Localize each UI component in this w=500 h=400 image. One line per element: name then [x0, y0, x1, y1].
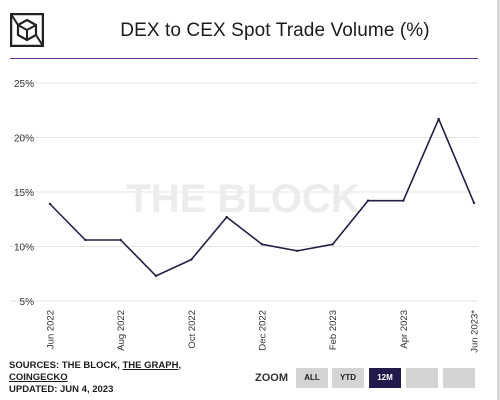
- data-point[interactable]: [437, 117, 440, 121]
- y-tick-label: 20%: [14, 134, 34, 145]
- series-layer: [48, 117, 476, 278]
- zoom-all-button[interactable]: ALL: [296, 368, 328, 388]
- data-point[interactable]: [402, 199, 405, 202]
- the-graph-link[interactable]: THE GRAPH: [122, 360, 179, 371]
- chart-header: DEX to CEX Spot Trade Volume (%): [0, 0, 500, 60]
- vertical-scrollbar[interactable]: [497, 0, 500, 400]
- x-tick-label: Aug 2022: [116, 310, 127, 351]
- zoom-extra-button-1[interactable]: [406, 368, 438, 388]
- sources-separator: ,: [178, 360, 182, 371]
- data-point[interactable]: [225, 215, 228, 219]
- data-point[interactable]: [154, 274, 158, 278]
- title-divider: [10, 58, 478, 59]
- data-point[interactable]: [296, 249, 299, 253]
- line-chart: THE BLOCK 5% 10% 15% 20% 25% Jun 2022 Aug 202…: [10, 79, 481, 353]
- y-tick-label: 10%: [14, 243, 34, 254]
- updated-text: UPDATED: JUN 4, 2023: [9, 384, 114, 395]
- x-tick-label: Jun 2023*: [470, 310, 481, 353]
- sources-prefix: SOURCES: THE BLOCK,: [9, 360, 123, 371]
- x-tick-label: Jun 2022: [46, 310, 57, 349]
- data-point[interactable]: [190, 258, 193, 261]
- data-point[interactable]: [366, 199, 370, 202]
- data-point[interactable]: [331, 243, 334, 246]
- data-point[interactable]: [260, 243, 264, 246]
- the-block-logo-icon: [10, 13, 44, 47]
- gridlines: [10, 82, 478, 302]
- zoom-label: ZOOM: [255, 372, 288, 384]
- x-tick-label: Apr 2023: [399, 310, 410, 349]
- x-tick-label: Dec 2022: [258, 310, 269, 351]
- x-tick-label: Oct 2022: [187, 310, 198, 349]
- data-point[interactable]: [48, 202, 52, 206]
- y-axis-ticks: 5% 10% 15% 20% 25%: [14, 79, 34, 308]
- data-point[interactable]: [84, 238, 87, 242]
- y-tick-label: 5%: [20, 297, 35, 308]
- y-tick-label: 25%: [14, 79, 34, 90]
- data-point[interactable]: [472, 201, 476, 205]
- zoom-extra-button-2[interactable]: [443, 368, 475, 388]
- chart-title: DEX to CEX Spot Trade Volume (%): [120, 20, 430, 41]
- data-point[interactable]: [119, 238, 122, 242]
- zoom-ytd-button[interactable]: YTD: [332, 368, 364, 388]
- chart-footer: SOURCES: THE BLOCK, THE GRAPH, COINGECKO…: [0, 358, 500, 400]
- sources-text: SOURCES: THE BLOCK, THE GRAPH, COINGECKO…: [9, 360, 229, 396]
- zoom-12m-button[interactable]: 12M: [369, 368, 401, 388]
- x-tick-label: Feb 2023: [328, 310, 339, 350]
- watermark: THE BLOCK: [126, 177, 359, 221]
- y-tick-label: 15%: [14, 188, 34, 199]
- coingecko-link[interactable]: COINGECKO: [9, 372, 68, 383]
- x-axis-ticks: Jun 2022 Aug 2022 Oct 2022 Dec 2022 Feb 2023…: [46, 310, 481, 353]
